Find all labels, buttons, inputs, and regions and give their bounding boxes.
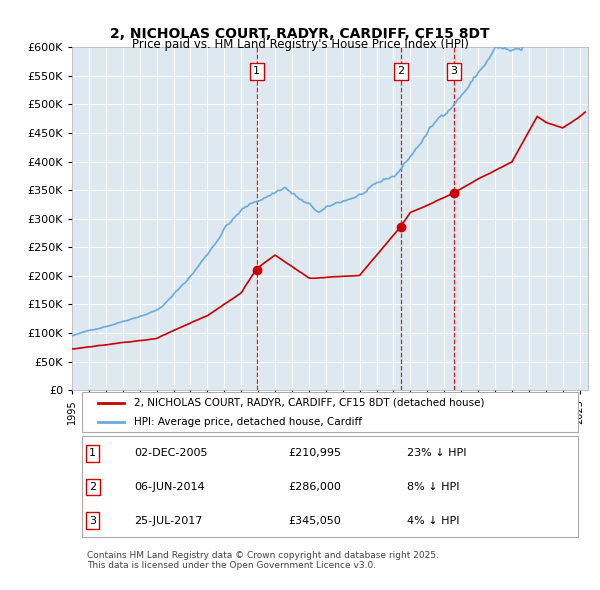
Text: 06-JUN-2014: 06-JUN-2014: [134, 482, 205, 492]
Text: 1: 1: [253, 66, 260, 76]
Text: 25-JUL-2017: 25-JUL-2017: [134, 516, 202, 526]
Text: 3: 3: [89, 516, 96, 526]
Text: HPI: Average price, detached house, Cardiff: HPI: Average price, detached house, Card…: [134, 417, 362, 427]
Text: 02-DEC-2005: 02-DEC-2005: [134, 448, 208, 458]
Text: 3: 3: [451, 66, 457, 76]
Text: £210,995: £210,995: [289, 448, 342, 458]
Text: 2: 2: [89, 482, 96, 492]
Text: £345,050: £345,050: [289, 516, 341, 526]
Text: Price paid vs. HM Land Registry's House Price Index (HPI): Price paid vs. HM Land Registry's House …: [131, 38, 469, 51]
Text: 1: 1: [89, 448, 96, 458]
Text: 2: 2: [397, 66, 404, 76]
Text: 2, NICHOLAS COURT, RADYR, CARDIFF, CF15 8DT: 2, NICHOLAS COURT, RADYR, CARDIFF, CF15 …: [110, 27, 490, 41]
Text: Contains HM Land Registry data © Crown copyright and database right 2025.
This d: Contains HM Land Registry data © Crown c…: [88, 551, 439, 571]
Text: 8% ↓ HPI: 8% ↓ HPI: [407, 482, 460, 492]
Text: 2, NICHOLAS COURT, RADYR, CARDIFF, CF15 8DT (detached house): 2, NICHOLAS COURT, RADYR, CARDIFF, CF15 …: [134, 398, 484, 408]
FancyBboxPatch shape: [82, 437, 578, 537]
Text: 4% ↓ HPI: 4% ↓ HPI: [407, 516, 460, 526]
Text: 23% ↓ HPI: 23% ↓ HPI: [407, 448, 467, 458]
Text: £286,000: £286,000: [289, 482, 341, 492]
FancyBboxPatch shape: [82, 392, 578, 432]
